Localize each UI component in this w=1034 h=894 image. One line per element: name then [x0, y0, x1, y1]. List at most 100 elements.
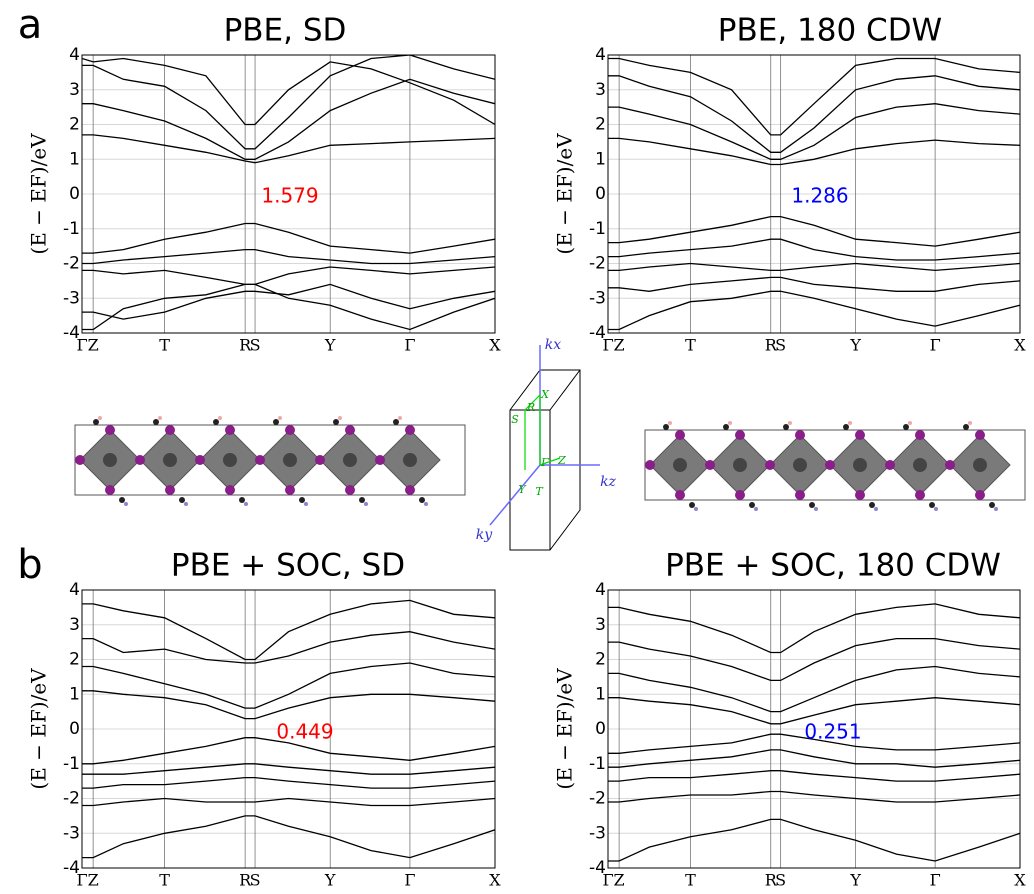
- y-tick-label: -3: [63, 823, 80, 843]
- band-line: [82, 763, 495, 775]
- y-axis-label: (E − EF)/eV: [553, 133, 577, 255]
- y-tick-label: 2: [595, 650, 606, 670]
- y-axis-label: (E − EF)/eV: [27, 133, 51, 255]
- band-line: [608, 637, 1020, 682]
- plot-frame: [81, 54, 496, 334]
- crystal-structure-sd: [74, 415, 466, 507]
- x-tick-label: X: [1014, 336, 1026, 355]
- x-tick-label: Γ: [76, 871, 87, 890]
- band-line: [608, 215, 1020, 247]
- band-line: [608, 733, 1020, 754]
- x-tick-label: Y: [324, 871, 336, 890]
- x-tick-label: S: [250, 336, 261, 355]
- band-line: [82, 690, 495, 720]
- bz-point-label: Z: [557, 454, 566, 467]
- gap-annotation: 0.251: [804, 720, 861, 744]
- x-tick-label: Z: [88, 871, 99, 890]
- y-tick-label: -3: [589, 823, 606, 843]
- y-axis-label: (E − EF)/eV: [27, 668, 51, 790]
- y-tick-label: -2: [589, 789, 606, 809]
- x-tick-label: T: [685, 871, 696, 890]
- y-tick-label: 3: [69, 615, 80, 635]
- x-tick-label: T: [685, 336, 696, 355]
- band-line: [82, 134, 495, 164]
- brillouin-zone: [489, 345, 600, 551]
- x-tick-label: Z: [614, 871, 625, 890]
- band-line: [608, 276, 1020, 292]
- y-tick-label: 4: [595, 45, 606, 65]
- band-line: [608, 749, 1020, 768]
- y-tick-label: -1: [589, 219, 606, 239]
- x-tick-label: Γ: [602, 336, 613, 355]
- y-tick-label: -4: [63, 858, 80, 878]
- bz-point-label: X: [540, 388, 550, 401]
- k-axis-label: ky: [476, 527, 493, 543]
- y-tick-label: -2: [589, 254, 606, 274]
- band-line: [82, 737, 495, 765]
- y-tick-label: 3: [69, 80, 80, 100]
- panel-label: b: [17, 542, 42, 588]
- x-tick-label: Γ: [76, 336, 87, 355]
- y-tick-label: 1: [595, 149, 606, 169]
- y-tick-label: -1: [589, 754, 606, 774]
- band-line: [82, 599, 495, 661]
- band-line: [608, 103, 1020, 160]
- band-line: [82, 248, 495, 265]
- x-tick-label: Γ: [404, 871, 415, 890]
- plot-frame: [607, 589, 1021, 869]
- k-axis-label: kx: [545, 337, 561, 353]
- y-tick-label: 0: [69, 184, 80, 204]
- x-tick-label: S: [250, 871, 261, 890]
- band-line: [608, 665, 1020, 713]
- k-axis-label: kz: [600, 474, 616, 490]
- y-tick-label: 0: [69, 719, 80, 739]
- bz-point-label: Y: [518, 483, 527, 496]
- y-tick-label: 3: [595, 80, 606, 100]
- panel-title: PBE, SD: [224, 13, 347, 49]
- band-line: [608, 770, 1020, 782]
- band-line: [82, 631, 495, 664]
- y-tick-label: 1: [69, 149, 80, 169]
- y-tick-label: -3: [589, 288, 606, 308]
- x-tick-label: S: [775, 336, 786, 355]
- x-tick-label: Y: [324, 336, 336, 355]
- x-tick-label: X: [489, 871, 501, 890]
- y-tick-label: 4: [595, 580, 606, 600]
- band-line: [608, 697, 1020, 725]
- gap-annotation: 1.286: [791, 184, 848, 208]
- plot-frame: [607, 54, 1021, 334]
- band-line: [82, 266, 495, 286]
- bz-point-label: T: [535, 485, 544, 498]
- y-tick-label: -2: [63, 254, 80, 274]
- band-line: [608, 262, 1020, 272]
- y-tick-label: -2: [63, 789, 80, 809]
- y-tick-label: -4: [589, 323, 606, 343]
- band-line: [82, 222, 495, 254]
- crystal-structure-cdw: [644, 420, 1026, 512]
- band-line: [608, 137, 1020, 166]
- band-line: [82, 283, 495, 320]
- y-tick-label: 0: [595, 184, 606, 204]
- band-line: [608, 75, 1020, 153]
- x-tick-label: Y: [849, 871, 861, 890]
- bz-point-label: Γ: [540, 456, 549, 469]
- y-tick-label: 1: [595, 684, 606, 704]
- plot-frame: [81, 589, 496, 869]
- y-tick-label: 2: [69, 115, 80, 135]
- x-tick-label: Z: [88, 336, 99, 355]
- band-line: [82, 78, 495, 160]
- panel-label: a: [18, 2, 43, 48]
- band-line: [608, 290, 1020, 331]
- band-line: [608, 790, 1020, 803]
- y-tick-label: 2: [69, 650, 80, 670]
- x-tick-label: X: [1014, 871, 1026, 890]
- panel-title: PBE + SOC, SD: [171, 548, 405, 584]
- y-tick-label: -4: [589, 858, 606, 878]
- x-tick-label: Z: [614, 336, 625, 355]
- band-line: [82, 815, 495, 859]
- gap-annotation: 1.579: [261, 184, 318, 208]
- x-tick-label: R: [239, 871, 252, 890]
- x-tick-label: Γ: [404, 336, 415, 355]
- x-tick-label: Γ: [930, 336, 941, 355]
